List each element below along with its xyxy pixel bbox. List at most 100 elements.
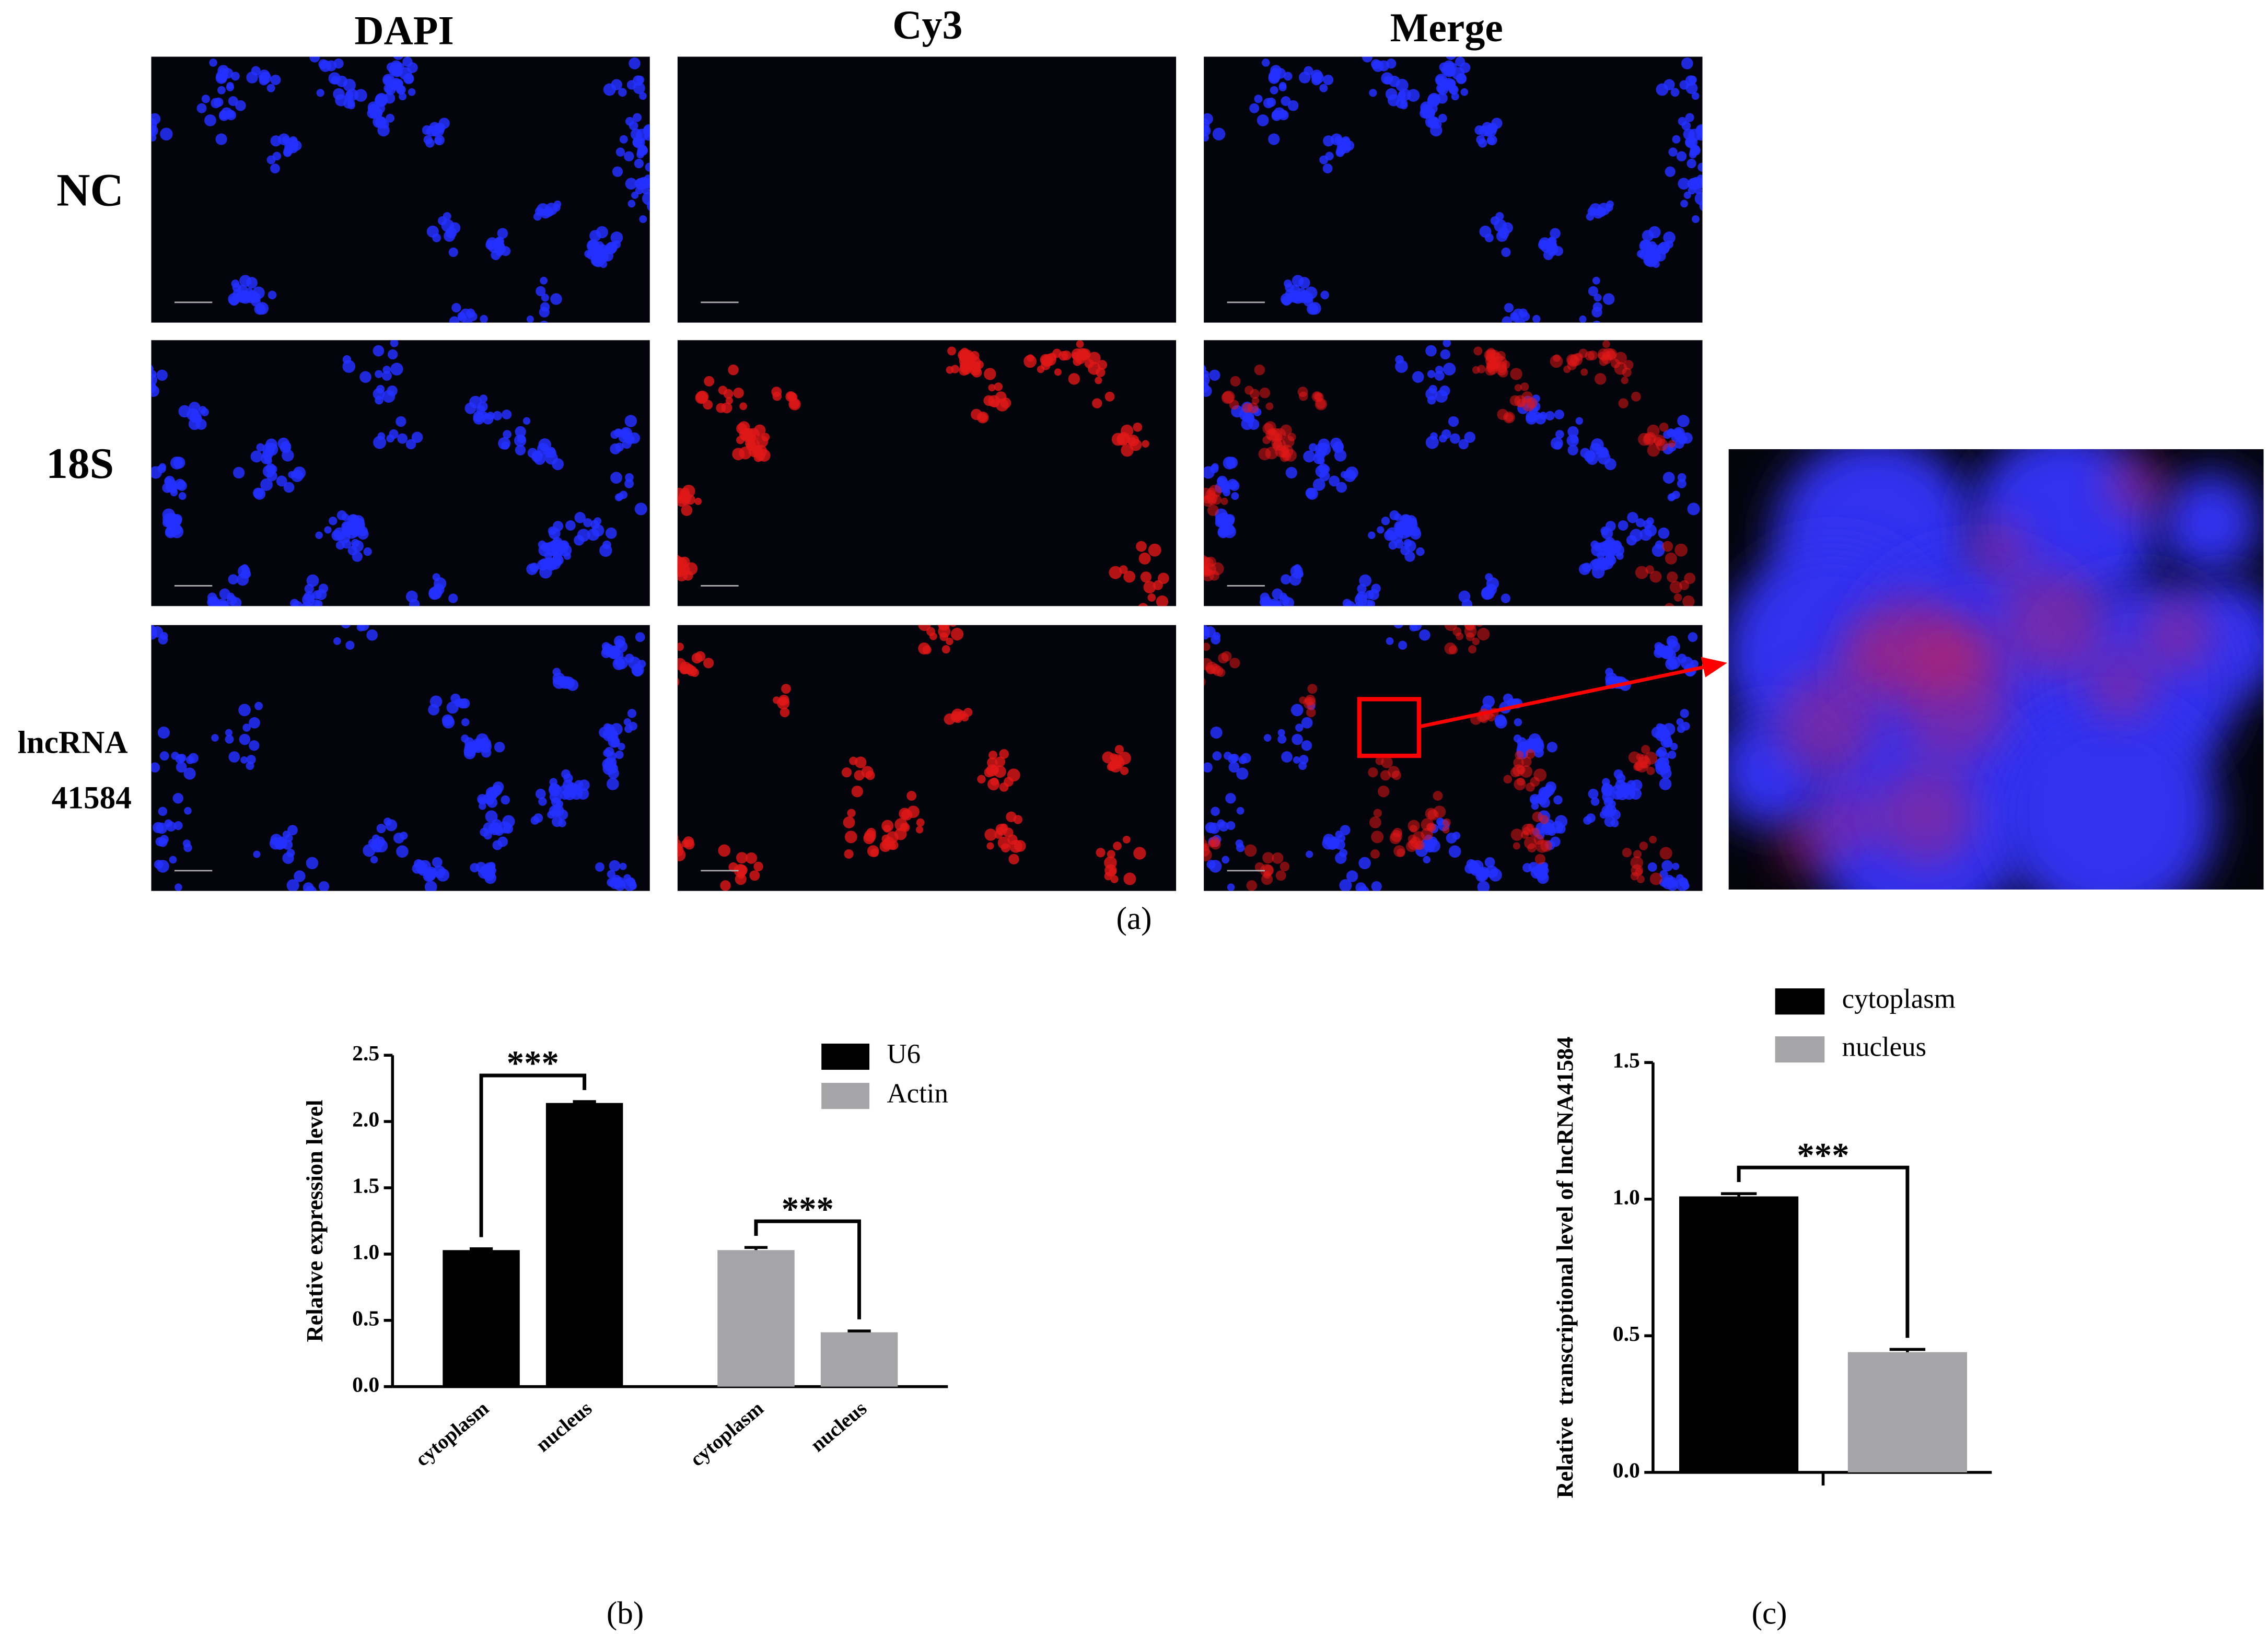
cell <box>1290 704 1304 717</box>
cell <box>906 791 917 801</box>
cell <box>1395 355 1404 364</box>
cell <box>1285 283 1294 293</box>
cell <box>1315 449 1325 460</box>
cell <box>1370 59 1381 69</box>
bar <box>1847 1352 1967 1472</box>
cell <box>614 429 623 437</box>
cell <box>1440 349 1451 360</box>
cell <box>183 767 196 780</box>
cell <box>624 653 634 663</box>
cell <box>497 836 508 847</box>
cell <box>1187 487 1199 499</box>
cell <box>1451 92 1459 101</box>
cell <box>656 147 664 155</box>
cell <box>1204 495 1214 507</box>
cell <box>654 143 666 155</box>
cell <box>847 809 856 817</box>
cell <box>541 542 550 552</box>
bar <box>545 1103 623 1387</box>
cell <box>1217 526 1228 537</box>
cell <box>1442 826 1450 834</box>
cell <box>1397 92 1406 101</box>
cell <box>1268 133 1280 145</box>
cell <box>1706 124 1716 133</box>
cell <box>225 734 234 744</box>
cell <box>306 857 319 870</box>
cell <box>1458 439 1469 450</box>
cell <box>844 849 854 859</box>
cell <box>1443 78 1454 89</box>
cell <box>1343 469 1356 482</box>
cell <box>548 527 557 535</box>
cell <box>1502 316 1513 323</box>
cell <box>1695 124 1703 137</box>
error-bar <box>573 1100 596 1103</box>
cell <box>1667 658 1675 666</box>
cell <box>1377 526 1385 534</box>
cell <box>1486 347 1496 357</box>
cell <box>164 477 172 486</box>
cell <box>239 275 251 287</box>
cell <box>1501 247 1511 258</box>
cell <box>629 57 641 69</box>
cell <box>960 347 970 357</box>
cell <box>988 751 997 760</box>
cell <box>1252 396 1260 405</box>
cell <box>166 821 177 832</box>
cell <box>526 315 534 323</box>
cell <box>215 72 227 84</box>
cell <box>1262 852 1274 864</box>
cell <box>734 864 747 877</box>
cell <box>1209 369 1220 381</box>
y-tick-label: 1.0 <box>352 1241 379 1265</box>
cell <box>622 431 632 441</box>
cell <box>287 894 297 905</box>
cell <box>1527 843 1537 853</box>
cell <box>957 710 967 720</box>
cell <box>1073 357 1082 366</box>
cell <box>1225 793 1236 804</box>
cell <box>1446 56 1456 60</box>
cell <box>303 882 314 891</box>
cell <box>246 72 258 84</box>
legend-swatch <box>821 1083 870 1109</box>
cell <box>1204 563 1216 576</box>
cell <box>442 716 455 729</box>
cell <box>396 416 406 427</box>
cell <box>1684 137 1696 148</box>
cell <box>614 650 624 660</box>
cell <box>556 542 564 550</box>
cell <box>677 835 679 841</box>
cell <box>623 718 632 726</box>
cell <box>545 208 553 217</box>
cell <box>493 781 504 793</box>
cell <box>1579 315 1587 323</box>
cell <box>1456 74 1467 84</box>
cell <box>1658 527 1670 539</box>
cell <box>1366 898 1376 908</box>
signal-blob <box>2000 569 2107 676</box>
cell <box>1306 707 1316 718</box>
cell <box>584 250 592 258</box>
cell <box>306 574 319 587</box>
cell <box>1667 429 1675 437</box>
cell <box>995 756 1006 767</box>
cell <box>539 558 551 570</box>
cell <box>251 297 261 307</box>
cell <box>563 774 573 783</box>
cell <box>1481 587 1494 599</box>
cell <box>1157 572 1169 584</box>
cell <box>284 142 293 150</box>
cell <box>1333 441 1344 452</box>
cell <box>1495 716 1507 729</box>
cell <box>633 113 642 122</box>
cell <box>1583 816 1592 825</box>
cell <box>1376 606 1388 617</box>
cell <box>1436 92 1448 104</box>
cell <box>1589 442 1602 455</box>
cell <box>1228 754 1238 764</box>
cell <box>627 709 637 718</box>
cell <box>544 551 552 559</box>
cell <box>1211 463 1219 471</box>
cell <box>389 429 399 439</box>
